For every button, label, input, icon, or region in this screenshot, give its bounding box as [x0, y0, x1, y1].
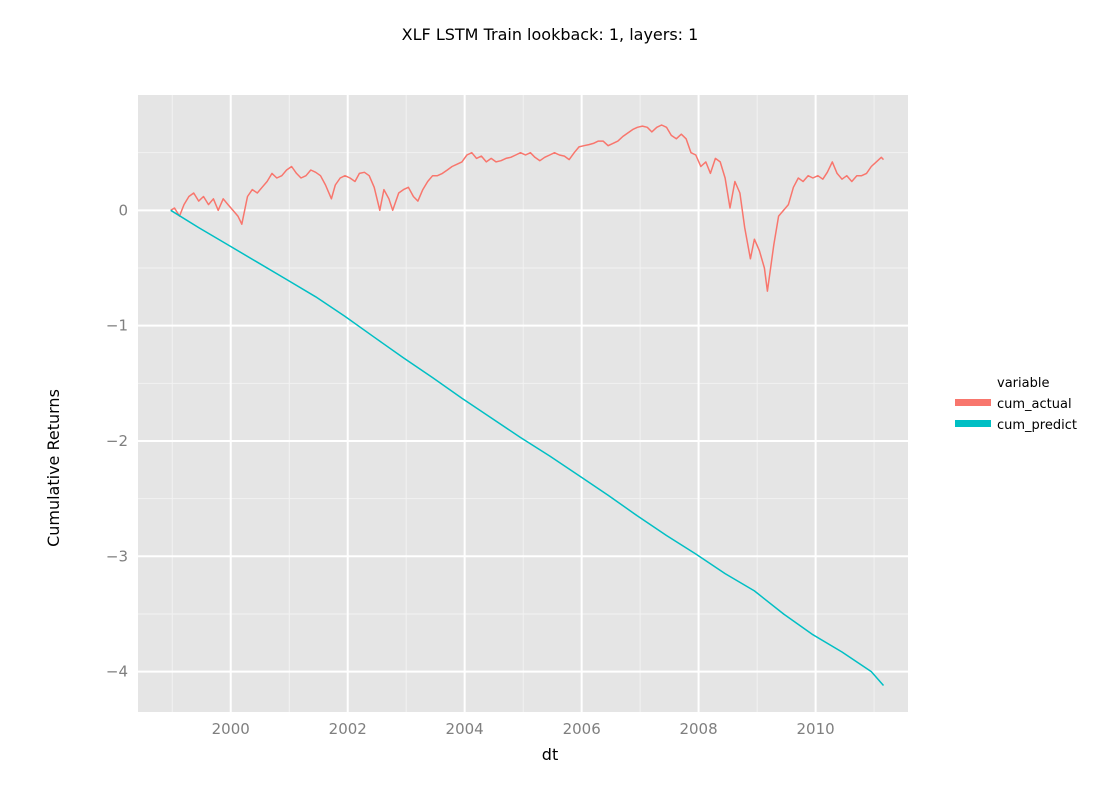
grid-minor: [138, 95, 908, 712]
x-tick-label: 2006: [563, 720, 601, 738]
legend: variable cum_actual cum_predict: [955, 376, 1077, 433]
series-line-cum-actual: [170, 124, 885, 292]
y-axis-ticks: 0 −1 −2 −3 −4: [106, 201, 128, 680]
x-tick-label: 2002: [329, 720, 367, 738]
series-line-cum-predict: [170, 209, 885, 686]
y-tick-label: −2: [106, 432, 128, 450]
chart-title: XLF LSTM Train lookback: 1, layers: 1: [402, 25, 699, 44]
legend-key-cum-predict: [955, 420, 991, 427]
y-tick-label: −4: [106, 663, 128, 681]
legend-label-cum-actual: cum_actual: [997, 397, 1072, 412]
x-tick-label: 2010: [797, 720, 835, 738]
x-tick-label: 2008: [679, 720, 717, 738]
y-tick-label: 0: [118, 201, 128, 219]
x-axis-title: dt: [542, 745, 558, 764]
series-layer: [170, 124, 885, 686]
grid-major: [138, 95, 908, 712]
x-tick-label: 2000: [212, 720, 250, 738]
y-tick-label: −1: [106, 317, 128, 335]
x-axis-ticks: 2000 2002 2004 2006 2008 2010: [212, 720, 835, 738]
legend-label-cum-predict: cum_predict: [997, 418, 1077, 433]
x-tick-label: 2004: [446, 720, 484, 738]
y-tick-label: −3: [106, 547, 128, 565]
legend-title: variable: [997, 376, 1049, 391]
legend-key-cum-actual: [955, 399, 991, 406]
y-axis-title: Cumulative Returns: [44, 389, 63, 547]
